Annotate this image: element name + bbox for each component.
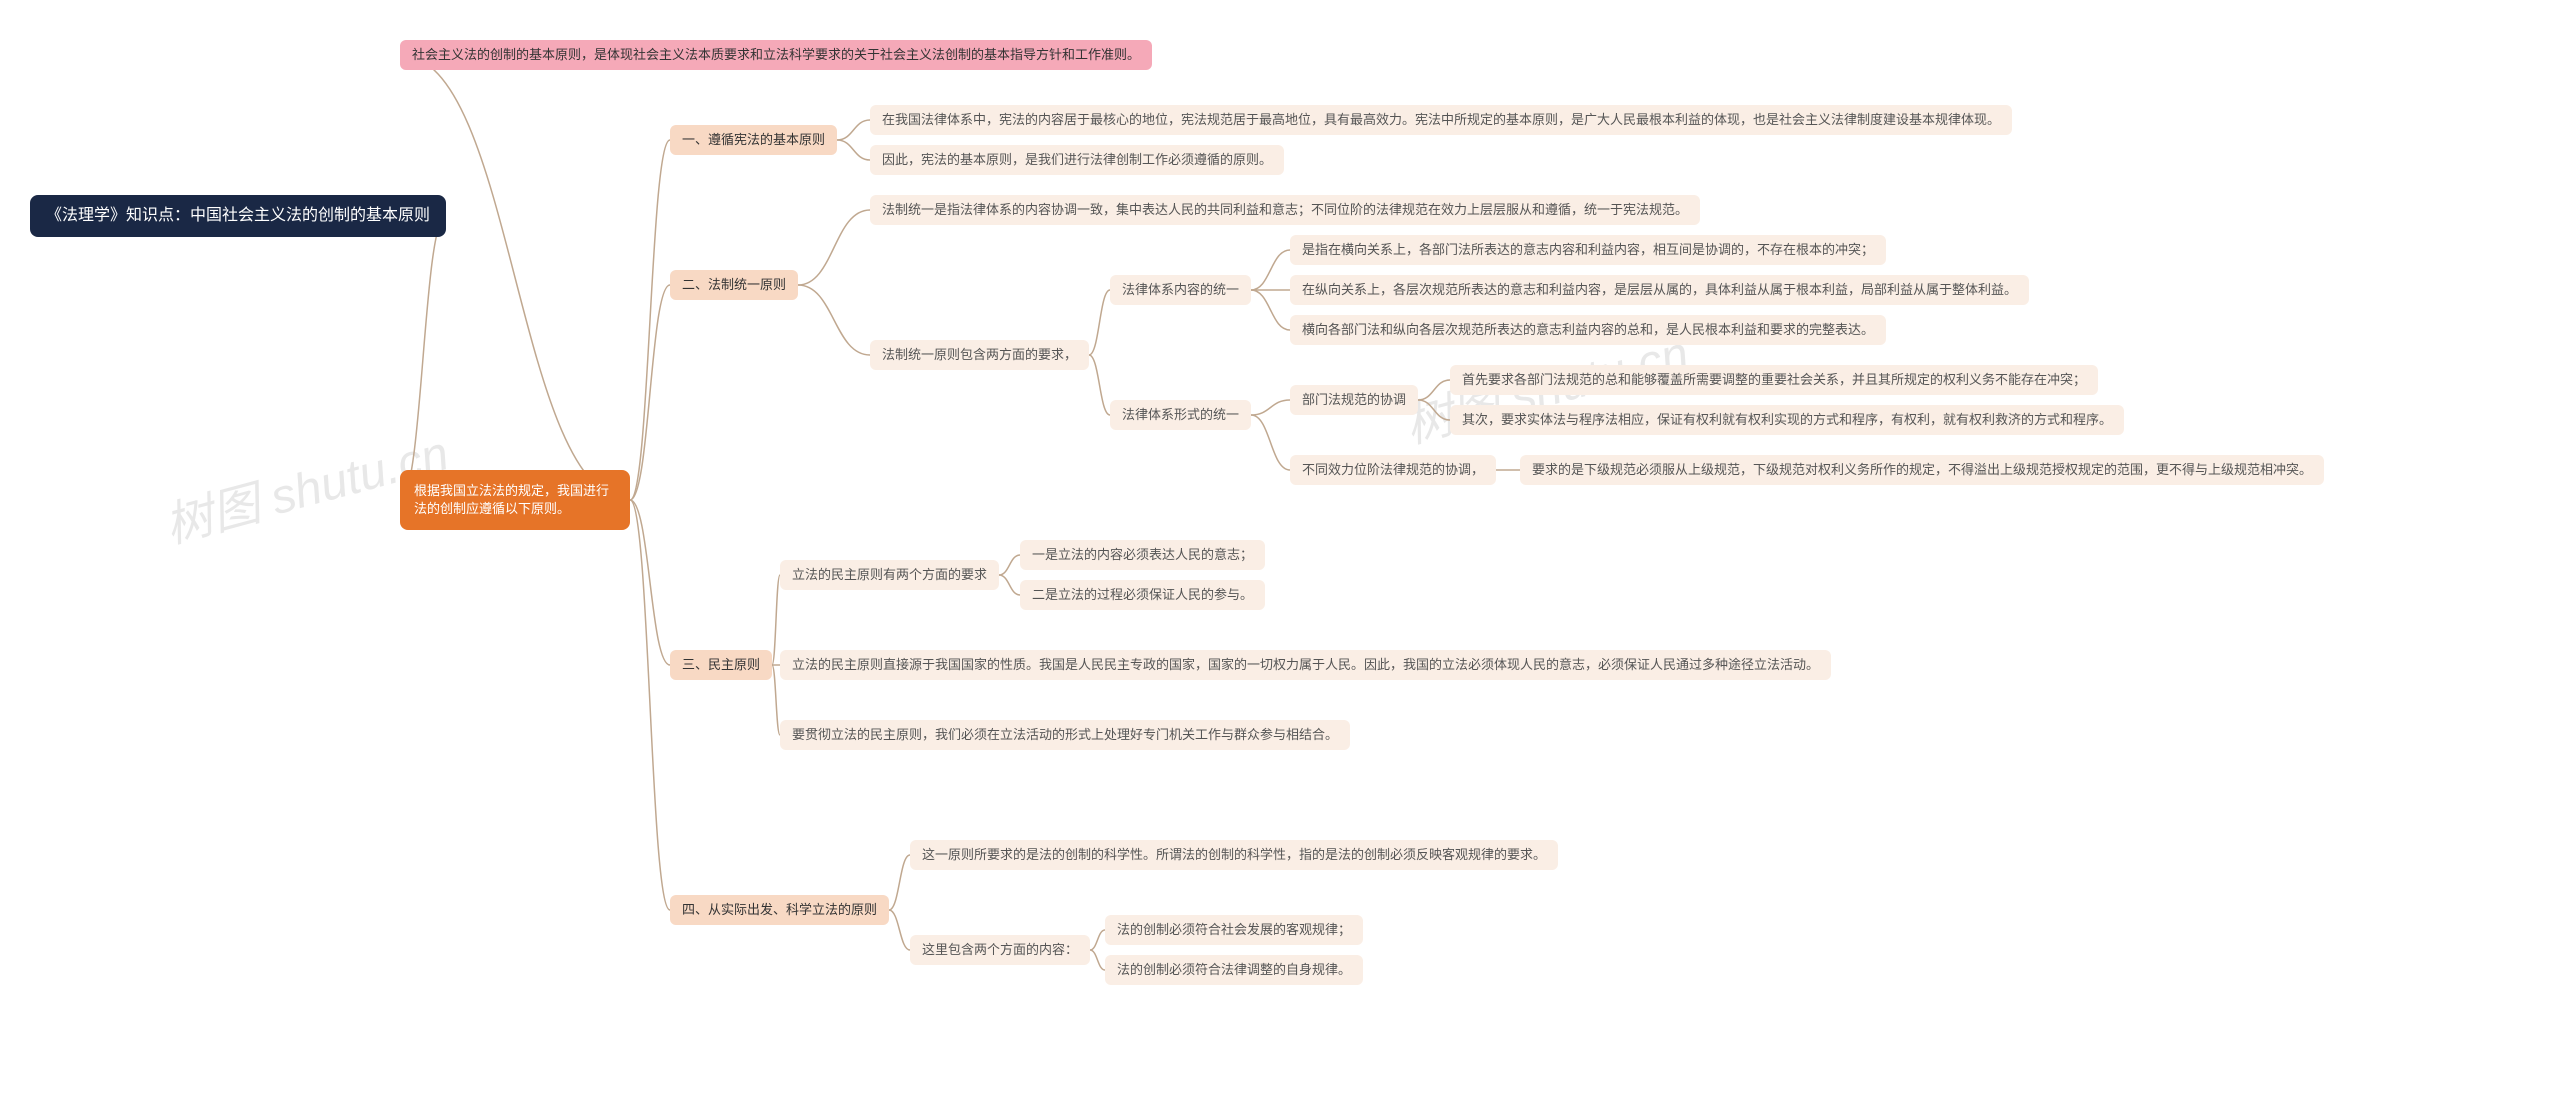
mindmap-canvas: 树图 shutu.cn 树图 shutu.cn 《法理学》知识点：中国社会主义法… (0, 0, 2560, 1100)
intro-node: 社会主义法的创制的基本原则，是体现社会主义法本质要求和立法科学要求的关于社会主义… (400, 40, 1152, 70)
p2c2a-detail-2: 在纵向关系上，各层次规范所表达的意志和利益内容，是层层从属的，具体利益从属于根本… (1290, 275, 2029, 305)
p2c2b2-detail-a: 要求的是下级规范必须服从上级规范，下级规范对权利义务所作的规定，不得溢出上级规范… (1520, 455, 2324, 485)
p3-detail-1: 立法的民主原则有两个方面的要求 (780, 560, 999, 590)
principle-3: 三、民主原则 (670, 650, 772, 680)
p2-detail-1: 法制统一是指法律体系的内容协调一致，集中表达人民的共同利益和意志；不同位阶的法律… (870, 195, 1700, 225)
principle-4: 四、从实际出发、科学立法的原则 (670, 895, 889, 925)
root-node: 《法理学》知识点：中国社会主义法的创制的基本原则 (30, 195, 446, 237)
p2-detail-2: 法制统一原则包含两方面的要求， (870, 340, 1089, 370)
p2-content-unity: 法律体系内容的统一 (1110, 275, 1251, 305)
p2c2b1-detail-b: 其次，要求实体法与程序法相应，保证有权利就有权利实现的方式和程序，有权利，就有权… (1450, 405, 2124, 435)
p3-detail-2: 立法的民主原则直接源于我国国家的性质。我国是人民民主专政的国家，国家的一切权力属… (780, 650, 1831, 680)
p2c2a-detail-1: 是指在横向关系上，各部门法所表达的意志内容和利益内容，相互间是协调的，不存在根本… (1290, 235, 1886, 265)
p2-form-unity: 法律体系形式的统一 (1110, 400, 1251, 430)
p2c2b-detail-1: 部门法规范的协调 (1290, 385, 1418, 415)
p3-detail-3: 要贯彻立法的民主原则，我们必须在立法活动的形式上处理好专门机关工作与群众参与相结… (780, 720, 1350, 750)
principle-1: 一、遵循宪法的基本原则 (670, 125, 837, 155)
p3c1-detail-a: 一是立法的内容必须表达人民的意志； (1020, 540, 1265, 570)
p3c1-detail-b: 二是立法的过程必须保证人民的参与。 (1020, 580, 1265, 610)
p4-detail-2: 这里包含两个方面的内容： (910, 935, 1090, 965)
p4c2-detail-b: 法的创制必须符合法律调整的自身规律。 (1105, 955, 1363, 985)
p2c2b-detail-2: 不同效力位阶法律规范的协调， (1290, 455, 1496, 485)
p2c2a-detail-3: 横向各部门法和纵向各层次规范所表达的意志利益内容的总和，是人民根本利益和要求的完… (1290, 315, 1886, 345)
p1-detail-2: 因此，宪法的基本原则，是我们进行法律创制工作必须遵循的原则。 (870, 145, 1284, 175)
principle-2: 二、法制统一原则 (670, 270, 798, 300)
p4-detail-1: 这一原则所要求的是法的创制的科学性。所谓法的创制的科学性，指的是法的创制必须反映… (910, 840, 1558, 870)
level1-node: 根据我国立法法的规定，我国进行法的创制应遵循以下原则。 (400, 470, 630, 530)
p2c2b1-detail-a: 首先要求各部门法规范的总和能够覆盖所需要调整的重要社会关系，并且其所规定的权利义… (1450, 365, 2098, 395)
p1-detail-1: 在我国法律体系中，宪法的内容居于最核心的地位，宪法规范居于最高地位，具有最高效力… (870, 105, 2012, 135)
p4c2-detail-a: 法的创制必须符合社会发展的客观规律； (1105, 915, 1363, 945)
